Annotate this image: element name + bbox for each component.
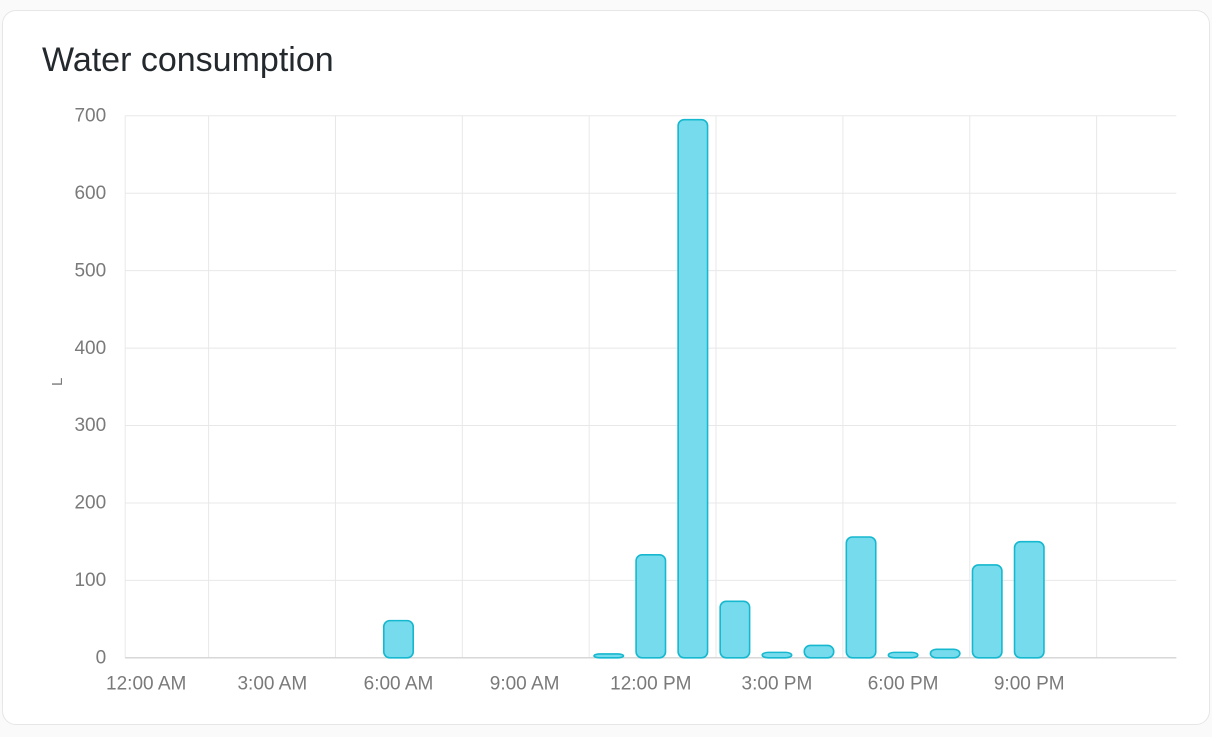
svg-text:300: 300 [74, 415, 106, 436]
svg-text:12:00 AM: 12:00 AM [106, 673, 186, 694]
svg-text:6:00 AM: 6:00 AM [364, 673, 434, 694]
svg-text:100: 100 [74, 570, 106, 591]
svg-text:0: 0 [96, 648, 107, 669]
svg-text:6:00 PM: 6:00 PM [868, 673, 939, 694]
svg-text:200: 200 [74, 493, 106, 514]
svg-text:500: 500 [74, 260, 106, 281]
svg-text:400: 400 [74, 338, 106, 359]
svg-text:9:00 AM: 9:00 AM [490, 673, 560, 694]
svg-text:600: 600 [74, 183, 106, 204]
svg-text:3:00 PM: 3:00 PM [742, 673, 813, 694]
svg-text:700: 700 [74, 106, 106, 127]
svg-text:3:00 AM: 3:00 AM [237, 673, 307, 694]
svg-text:12:00 PM: 12:00 PM [610, 673, 691, 694]
svg-text:9:00 PM: 9:00 PM [994, 673, 1065, 694]
